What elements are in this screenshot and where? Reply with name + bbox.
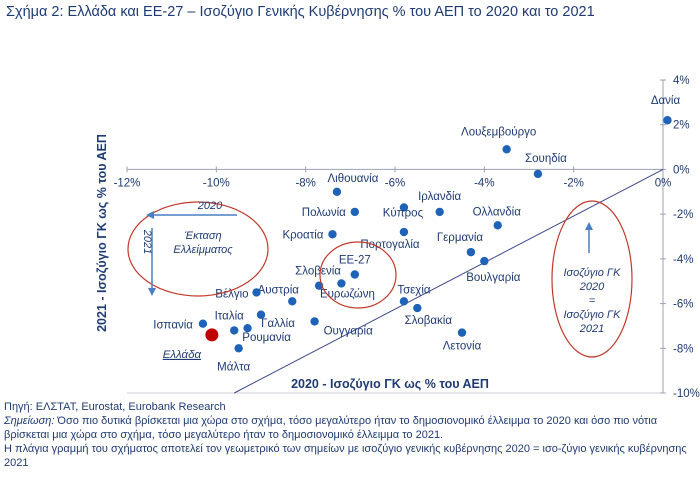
data-point [399,297,409,306]
data-point-label: Βέλγιο [215,288,248,300]
annotation-right-2: 2020 [579,281,605,293]
y-axis-label: 2021 - Ισοζύγιο ΓΚ ως % του ΑΕΠ [95,134,109,332]
data-point [502,145,511,154]
left-ellipse [127,201,269,297]
data-point [466,247,476,257]
data-point-label: Λετονία [443,341,482,353]
data-point-label: Σουηδία [525,153,567,165]
data-point [332,187,342,196]
data-point [413,303,422,313]
note-line-1: Όσο πιο δυτικά βρίσκεται μια χώρα στο σχ… [4,415,658,441]
data-point-label: Ουγγαρία [324,325,373,337]
data-point-label: Γερμανία [437,232,484,244]
data-point-label: Πολωνία [302,207,346,219]
chart-title: Σχήμα 2: Ελλάδα και ΕΕ-27 – Ισοζύγιο Γεν… [6,4,595,20]
arrow-right-head [585,222,593,230]
data-point [663,116,672,125]
footer: Πηγή: ΕΛΣΤΑΤ, Eurostat, Eurobank Researc… [4,400,694,470]
data-point [399,203,409,212]
data-point [198,319,208,328]
data-point [256,310,266,319]
center-ellipse [319,241,397,309]
y-tick-label: -6% [673,299,693,311]
plot-area: -12% -10% -8% -6% -4% -2% 0% 4% 2% 0% -2% -4% -6% -8%… [114,75,700,400]
data-point [350,270,359,279]
data-point-label: Κύπρος [383,207,424,219]
data-point-label: Σλοβενία [295,266,341,278]
data-point [205,328,219,342]
x-tick-label: -2% [563,177,583,189]
x-axis-label: 2020 - Ισοζύγιο ΓΚ ως % του ΑΕΠ [291,377,489,391]
y-tick-label: 4% [673,75,690,87]
data-point-label: Ολλανδία [473,206,522,218]
data-point-label: Κροατία [282,229,323,241]
x-tick-label: -4% [474,177,494,189]
data-point [337,279,346,288]
data-point [243,323,252,333]
data-point-label: Ρουμανία [242,332,291,344]
data-point-label: Βουλγαρία [466,272,521,284]
y-tick-label: -2% [673,209,693,221]
annotation-right-4: Ισοζύγιο ΓΚ [563,309,621,321]
note-label: Σημείωση: [4,415,55,427]
note-text: Σημείωση: Όσο πιο δυτικά βρίσκεται μια χ… [4,414,694,442]
data-point [399,227,409,237]
annotation-2021: 2021 [141,229,153,254]
data-point-label: Λιθουανία [327,173,378,185]
y-tick-label: -8% [673,343,693,355]
x-tick-label: -6% [385,177,405,189]
annotation-right-5: 2021 [579,323,604,335]
data-point [310,317,319,326]
y-tick-label: -10% [673,388,700,400]
data-point-label: Σλοβακία [405,315,453,327]
annotation-2020: 2020 [197,200,223,212]
y-tick-label: -4% [673,254,693,266]
x-tick-label: -8% [295,177,315,189]
data-point-label: Ιρλανδία [418,191,461,203]
data-point [457,328,467,337]
data-point [234,344,243,353]
data-point [328,230,337,239]
data-point-label: Αυστρία [258,284,300,296]
data-point [350,207,359,217]
y-tick-label: 2% [673,120,690,132]
data-point-label: Ευρωζώνη [320,288,375,300]
scatter-chart: -12% -10% -8% -6% -4% -2% 0% 4% 2% 0% -2% -4% -6% -8%… [95,75,700,400]
x-tick-label: 0% [655,177,672,189]
data-point-label: Δανία [651,95,681,107]
data-point-label: ΕΕ-27 [339,255,371,267]
data-point-label: Γαλλία [261,318,295,330]
data-point [480,256,489,266]
y-tick-label: 0% [673,164,690,176]
annotations: 2020 2021 Έκταση Ελλείμματος Ισοζύγιο ΓΚ… [127,200,633,358]
data-point-label: Ισπανία [153,320,193,332]
data-point [252,288,261,297]
data-point [533,169,543,179]
data-point-label: Ελλάδα [163,349,202,361]
annotation-extent-1: Έκταση [184,230,221,242]
arrow-2021-head [148,288,156,296]
arrow-2020-head [146,211,154,219]
data-point-label: Τσεχία [397,284,431,296]
annotation-extent-2: Ελλείμματος [173,244,233,256]
source-text: Πηγή: ΕΛΣΤΑΤ, Eurostat, Eurobank Researc… [4,401,226,413]
data-point-label: Μάλτα [217,361,250,373]
data-point [288,297,297,306]
annotation-right-1: Ισοζύγιο ΓΚ [563,267,621,279]
diagonal-line [233,168,664,394]
x-tick-label: -10% [203,177,230,189]
data-point-label: Πορτογαλία [360,239,420,251]
data-point [230,326,239,335]
data-point [435,207,444,217]
data-point-label: Ιταλία [215,310,245,322]
data-point [493,221,502,230]
right-ellipse [551,200,633,358]
note-line-2: Η πλάγια γραμμή του σχήματος αποτελεί το… [4,443,687,469]
x-tick-label: -12% [114,177,141,189]
annotation-right-3: = [589,295,596,307]
data-point-label: Λουξεμβούργο [461,126,536,138]
